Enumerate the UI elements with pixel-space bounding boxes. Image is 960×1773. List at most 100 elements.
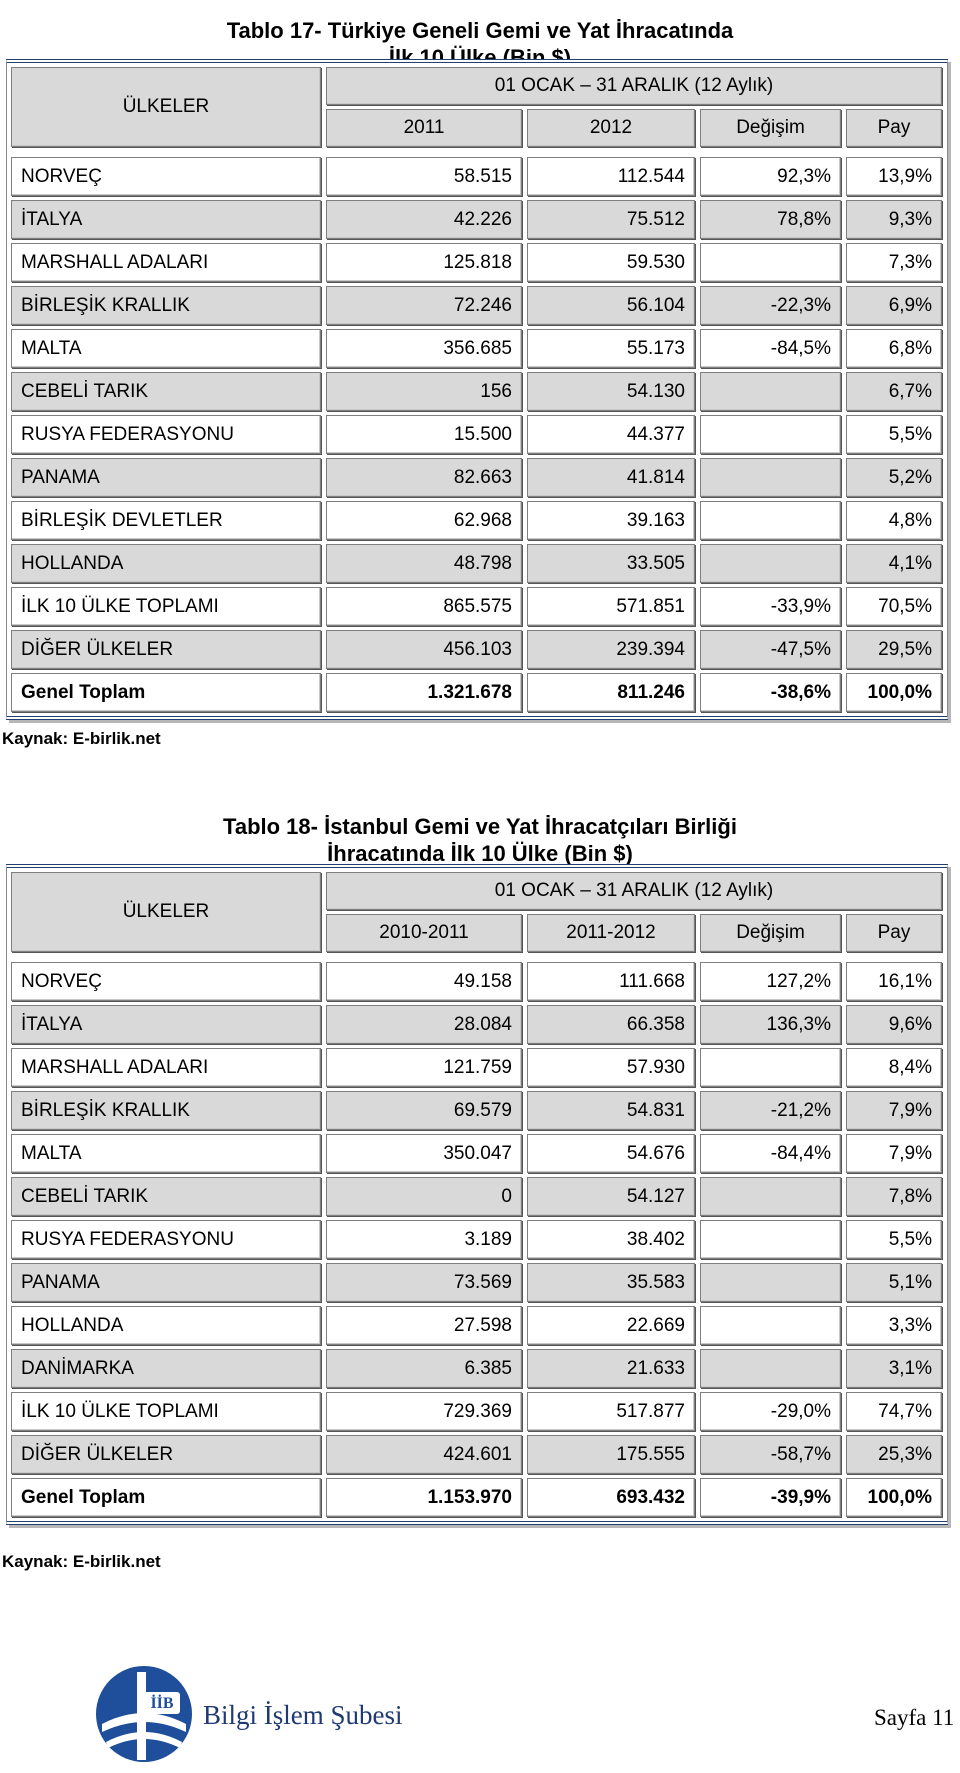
value-cell: 13,9% xyxy=(846,157,942,196)
value-cell xyxy=(700,1263,841,1302)
value-cell: 5,2% xyxy=(846,458,942,497)
value-cell: 56.104 xyxy=(527,286,695,325)
value-cell: 6,9% xyxy=(846,286,942,325)
value-cell: 3.189 xyxy=(326,1220,522,1259)
logo-wave xyxy=(106,1732,182,1748)
header-cell: 2010-2011 xyxy=(326,914,522,952)
country-cell: CEBELİ TARIK xyxy=(11,1177,321,1216)
value-cell: 7,9% xyxy=(846,1134,942,1173)
table-grid: ÜLKELER 01 OCAK – 31 ARALIK (12 Aylık) 201… xyxy=(11,872,943,1517)
value-cell: 424.601 xyxy=(326,1435,522,1474)
value-cell: 54.130 xyxy=(527,372,695,411)
value-cell: -47,5% xyxy=(700,630,841,669)
value-cell: 456.103 xyxy=(326,630,522,669)
value-cell: 729.369 xyxy=(326,1392,522,1431)
value-cell: 70,5% xyxy=(846,587,942,626)
value-cell: 42.226 xyxy=(326,200,522,239)
value-cell: 8,4% xyxy=(846,1048,942,1087)
value-cell: 127,2% xyxy=(700,962,841,1001)
value-cell: 55.173 xyxy=(527,329,695,368)
header-cell: ÜLKELER xyxy=(11,872,321,952)
value-cell: 69.579 xyxy=(326,1091,522,1130)
value-cell: 29,5% xyxy=(846,630,942,669)
country-cell: Genel Toplam xyxy=(11,673,321,712)
country-cell: HOLLANDA xyxy=(11,1306,321,1345)
value-cell: 15.500 xyxy=(326,415,522,454)
value-cell: 9,3% xyxy=(846,200,942,239)
country-cell: RUSYA FEDERASYONU xyxy=(11,415,321,454)
value-cell: 38.402 xyxy=(527,1220,695,1259)
source-note: Kaynak: E-birlik.net xyxy=(2,729,161,748)
value-cell: 41.814 xyxy=(527,458,695,497)
value-cell: 33.505 xyxy=(527,544,695,583)
value-cell: 21.633 xyxy=(527,1349,695,1388)
source-note: Kaynak: E-birlik.net xyxy=(2,1552,161,1571)
header-cell: 2011-2012 xyxy=(527,914,695,952)
value-cell: -58,7% xyxy=(700,1435,841,1474)
value-cell: -21,2% xyxy=(700,1091,841,1130)
value-cell: 58.515 xyxy=(326,157,522,196)
value-cell: 44.377 xyxy=(527,415,695,454)
value-cell xyxy=(700,415,841,454)
value-cell xyxy=(700,1349,841,1388)
value-cell: 57.930 xyxy=(527,1048,695,1087)
value-cell: 156 xyxy=(326,372,522,411)
logo-flag xyxy=(144,1692,180,1714)
value-cell: 5,5% xyxy=(846,415,942,454)
value-cell: 78,8% xyxy=(700,200,841,239)
header-cell: 01 OCAK – 31 ARALIK (12 Aylık) xyxy=(326,872,942,910)
value-cell: 693.432 xyxy=(527,1478,695,1517)
value-cell: 35.583 xyxy=(527,1263,695,1302)
value-cell xyxy=(700,1220,841,1259)
value-cell: 82.663 xyxy=(326,458,522,497)
value-cell: 865.575 xyxy=(326,587,522,626)
country-cell: DİĞER ÜLKELER xyxy=(11,630,321,669)
country-cell: NORVEÇ xyxy=(11,962,321,1001)
value-cell: 350.047 xyxy=(326,1134,522,1173)
value-cell: 3,3% xyxy=(846,1306,942,1345)
title-line: Tablo 18- İstanbul Gemi ve Yat İhracatçı… xyxy=(223,814,737,839)
value-cell xyxy=(700,544,841,583)
value-cell: 54.127 xyxy=(527,1177,695,1216)
value-cell xyxy=(700,458,841,497)
title-line: İhracatında İlk 10 Ülke (Bin $) xyxy=(327,841,633,866)
header-cell: Değişim xyxy=(700,914,841,952)
value-cell: -84,4% xyxy=(700,1134,841,1173)
logo: İİB xyxy=(96,1666,192,1762)
value-cell: -39,9% xyxy=(700,1478,841,1517)
value-cell: 74,7% xyxy=(846,1392,942,1431)
value-cell xyxy=(700,243,841,282)
country-cell: İLK 10 ÜLKE TOPLAMI xyxy=(11,587,321,626)
value-cell: 517.877 xyxy=(527,1392,695,1431)
logo-wave xyxy=(102,1713,186,1732)
value-cell: 27.598 xyxy=(326,1306,522,1345)
header-cell: 2012 xyxy=(527,109,695,147)
value-cell: 175.555 xyxy=(527,1435,695,1474)
country-cell: BİRLEŞİK DEVLETLER xyxy=(11,501,321,540)
header-cell: 2011 xyxy=(326,109,522,147)
value-cell: 75.512 xyxy=(527,200,695,239)
header-cell: Değişim xyxy=(700,109,841,147)
table-title: Tablo 17- Türkiye Geneli Gemi ve Yat İhr… xyxy=(0,17,960,71)
value-cell: 16,1% xyxy=(846,962,942,1001)
country-cell: RUSYA FEDERASYONU xyxy=(11,1220,321,1259)
table-title: Tablo 18- İstanbul Gemi ve Yat İhracatçı… xyxy=(0,813,960,867)
value-cell: 571.851 xyxy=(527,587,695,626)
title-line: Tablo 17- Türkiye Geneli Gemi ve Yat İhr… xyxy=(226,18,734,43)
country-cell: MARSHALL ADALARI xyxy=(11,1048,321,1087)
value-cell: 239.394 xyxy=(527,630,695,669)
value-cell: 6,7% xyxy=(846,372,942,411)
country-cell: MALTA xyxy=(11,1134,321,1173)
value-cell xyxy=(700,372,841,411)
country-cell: MARSHALL ADALARI xyxy=(11,243,321,282)
country-cell: BİRLEŞİK KRALLIK xyxy=(11,1091,321,1130)
value-cell: 66.358 xyxy=(527,1005,695,1044)
value-cell: 92,3% xyxy=(700,157,841,196)
value-cell: 7,8% xyxy=(846,1177,942,1216)
value-cell: 100,0% xyxy=(846,1478,942,1517)
country-cell: MALTA xyxy=(11,329,321,368)
value-cell: 39.163 xyxy=(527,501,695,540)
value-cell: 48.798 xyxy=(326,544,522,583)
value-cell: 7,9% xyxy=(846,1091,942,1130)
